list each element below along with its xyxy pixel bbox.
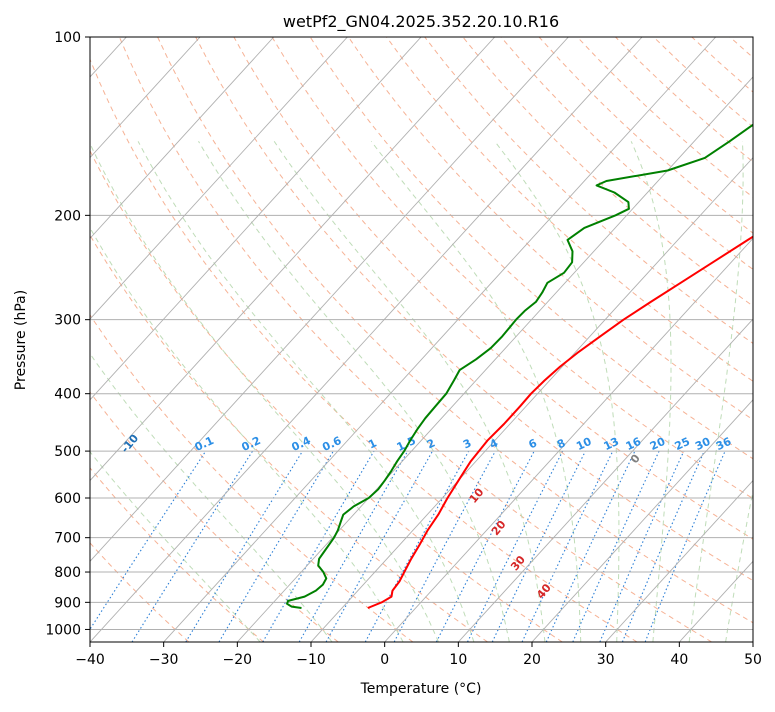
dry-adiabat-label: -10 <box>118 432 141 456</box>
mixing-ratio-label: 6 <box>527 436 540 451</box>
isotherm-line <box>16 37 568 642</box>
moist-adiabat-label: 10 <box>467 485 487 505</box>
x-tick-label: 10 <box>449 652 467 668</box>
mixing-ratio-label: 30 <box>693 435 713 453</box>
dry-adiabat <box>768 37 775 642</box>
x-tick-label: 0 <box>380 652 389 668</box>
isotherm-line <box>237 37 775 642</box>
moist-adiabat <box>0 141 332 642</box>
moist-adiabat <box>89 141 439 642</box>
moist-adiabat-label: 0 <box>628 452 643 466</box>
y-tick-label: 1000 <box>45 622 81 638</box>
mixing-ratio-line <box>645 451 725 642</box>
mixing-ratio-line <box>365 451 468 642</box>
mixing-ratio-line <box>600 451 684 642</box>
mixing-ratio-line <box>492 451 585 642</box>
mixing-ratio-line <box>263 451 374 642</box>
dry-adiabat-label: -20 <box>33 398 56 422</box>
mixing-ratio-label: 16 <box>624 435 644 453</box>
y-tick-label: 500 <box>54 444 81 460</box>
dry-adiabat <box>158 37 775 642</box>
y-tick-label: 700 <box>54 531 81 547</box>
series-layer: 0.10.20.40.611.52346810131620253036-100-… <box>0 37 775 608</box>
x-tick-label: 20 <box>523 652 541 668</box>
mixing-ratio-label: 10 <box>574 435 594 453</box>
mixing-ratio-line <box>394 451 495 642</box>
dry-adiabat <box>730 37 775 642</box>
mixing-ratio-label: 25 <box>673 435 692 453</box>
grid-layer <box>0 37 775 642</box>
moist-adiabat <box>631 141 671 642</box>
dry-adiabat <box>539 37 775 642</box>
mixing-ratio-line <box>219 451 333 642</box>
mixing-ratio-label: 13 <box>602 435 621 453</box>
mixing-ratio-label: 20 <box>648 435 668 453</box>
dry-adiabat <box>654 37 775 642</box>
isotherm-line <box>385 37 775 642</box>
dry-adiabat <box>0 37 338 642</box>
isotherm-line <box>753 37 775 642</box>
mixing-ratio-line <box>468 451 563 642</box>
isotherm-line <box>532 37 775 642</box>
dry-adiabat <box>0 37 264 642</box>
mixing-ratio-line <box>186 451 303 642</box>
isotherm-line <box>0 37 421 642</box>
y-tick-label: 100 <box>54 30 81 46</box>
moist-adiabat <box>48 141 404 642</box>
y-tick-label: 900 <box>54 595 81 611</box>
isotherm-line <box>0 37 495 642</box>
moist-adiabat <box>371 141 581 642</box>
mixing-ratio-label: 3 <box>461 436 473 451</box>
dry-adiabat <box>272 37 775 642</box>
moist-adiabat <box>689 141 743 642</box>
chart-title: wetPf2_GN04.2025.352.20.10.R16 <box>283 12 559 32</box>
isotherm-line <box>0 37 347 642</box>
y-tick-label: 200 <box>54 208 81 224</box>
moist-adiabat-label: 20 <box>489 518 509 538</box>
isotherm-line <box>458 37 775 642</box>
x-tick-label: 30 <box>597 652 615 668</box>
x-tick-label: −20 <box>223 652 253 668</box>
x-tick-label: −30 <box>149 652 179 668</box>
x-axis-label: Temperature (°C) <box>360 681 482 697</box>
moist-adiabat <box>762 141 775 642</box>
x-tick-label: 50 <box>744 652 762 668</box>
dry-adiabat <box>0 37 413 642</box>
mixing-ratio-label: 2 <box>425 436 437 451</box>
dry-adiabat <box>577 37 775 642</box>
mixing-ratio-label: 36 <box>714 435 734 453</box>
dry-adiabat <box>616 37 775 642</box>
moist-adiabat <box>726 141 775 642</box>
x-tick-label: −40 <box>75 652 105 668</box>
moist-adiabat-label: 30 <box>508 553 528 573</box>
x-tick-label: −10 <box>296 652 326 668</box>
isotherm-line <box>90 37 642 642</box>
mixing-ratio-line <box>82 451 206 642</box>
y-axis-label: Pressure (hPa) <box>13 290 29 390</box>
plot-frame <box>90 37 753 642</box>
dry-adiabat <box>692 37 775 642</box>
temperature-profile-line <box>368 37 775 608</box>
isotherm-line <box>679 37 775 642</box>
y-tick-label: 400 <box>54 387 81 403</box>
y-tick-label: 300 <box>54 313 81 329</box>
moist-adiabat <box>274 141 545 642</box>
isotherm-line <box>0 37 200 642</box>
x-tick-label: 40 <box>670 652 688 668</box>
dry-adiabat <box>387 37 775 642</box>
isotherm-line <box>164 37 716 642</box>
mixing-ratio-line <box>546 451 635 642</box>
dry-adiabat <box>81 37 637 642</box>
dry-adiabat <box>425 37 775 642</box>
dewpoint-profile-line <box>287 37 775 608</box>
mixing-ratio-line <box>622 451 704 642</box>
mixing-ratio-line <box>573 451 659 642</box>
y-tick-label: 600 <box>54 491 81 507</box>
y-tick-label: 800 <box>54 565 81 581</box>
